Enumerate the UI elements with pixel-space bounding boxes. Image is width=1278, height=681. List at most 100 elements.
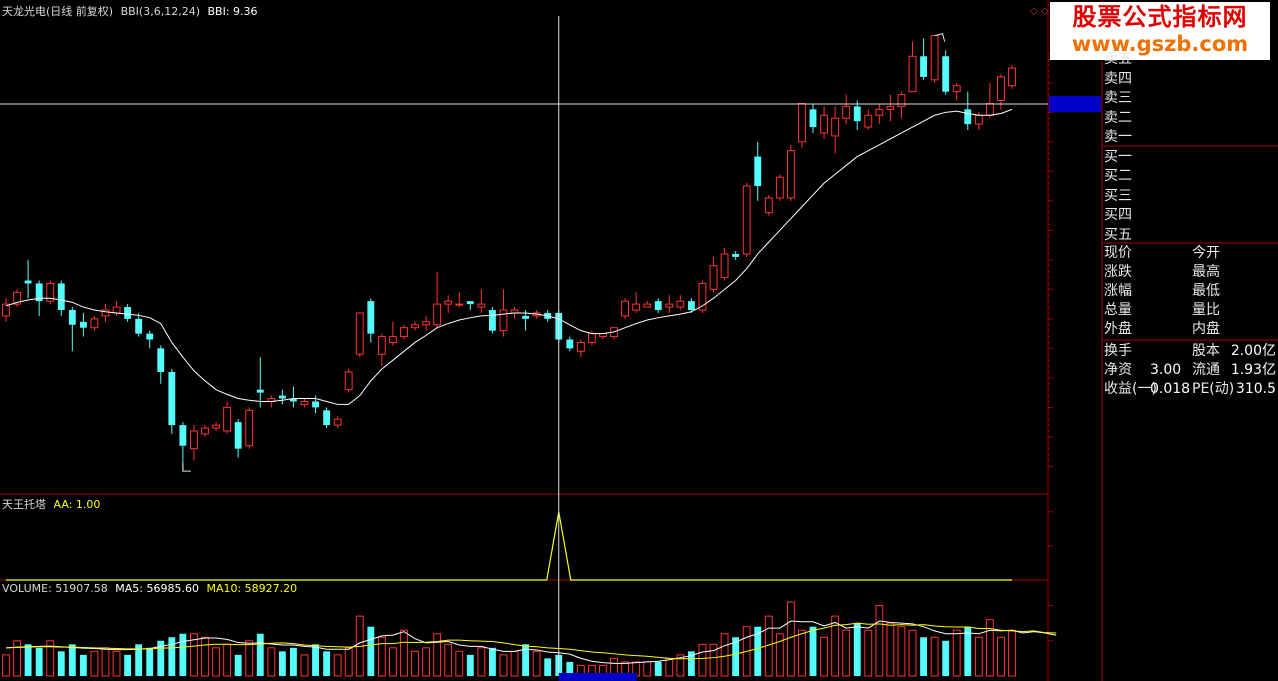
order-book-row: 卖一: [1102, 128, 1278, 148]
candle-body-up: [411, 324, 419, 329]
candle-body-up: [444, 300, 453, 305]
candle-body-up: [632, 303, 641, 311]
order-book-row: 卖三: [1102, 89, 1278, 109]
stats-value: 2.00亿: [1230, 343, 1276, 359]
watermark-url: www.gszb.com: [1071, 32, 1249, 56]
order-book-row: 买四: [1102, 206, 1278, 226]
volume-bar-down: [942, 640, 950, 676]
volume-bar-down: [68, 644, 76, 676]
volume-bar-down: [57, 651, 65, 676]
candle-body-up: [587, 333, 596, 343]
candle-body-up: [46, 282, 55, 302]
volume-bar-up: [388, 647, 397, 677]
candle-body-down: [920, 56, 927, 77]
candle-body-down: [853, 106, 861, 122]
volume-bar-up: [720, 633, 729, 677]
volume-bar-up: [665, 657, 674, 677]
quote-row: 外盘 内盘: [1102, 320, 1278, 339]
candle-body-up: [400, 327, 408, 338]
candle-body-down: [323, 410, 331, 426]
candle-body-up: [1008, 67, 1016, 87]
vol-ma5-line: [5, 620, 1057, 664]
candle-body-up: [742, 185, 751, 255]
quote-label: 内盘: [1192, 321, 1220, 337]
volume-bar-up: [820, 636, 828, 677]
crosshair-price-tag: [1049, 96, 1101, 113]
candle-body-up: [908, 55, 917, 93]
volume-header: VOLUME: 51907.58 MA5: 56985.60 MA10: 589…: [2, 582, 301, 595]
candle-body-down: [234, 422, 242, 449]
quote-label: 涨幅: [1104, 283, 1132, 299]
corner-markers: ◇ ◇: [1030, 6, 1049, 17]
candle-body-up: [831, 117, 840, 137]
stats-value: 310.5: [1235, 381, 1276, 397]
candle-body-up: [433, 303, 442, 326]
volume-bar-down: [323, 651, 331, 676]
candle-body-up: [698, 282, 707, 311]
candle-body-up: [997, 76, 1005, 102]
volume-bar-up: [875, 605, 884, 677]
main-chart-header: 天龙光电(日线 前复权) BBI(3,6,12,24) BBI: 9.36: [2, 3, 262, 19]
volume-bar-up: [344, 647, 353, 677]
volume-bar-up: [897, 626, 906, 677]
order-book-label: 卖一: [1104, 129, 1132, 145]
volume-bar-down: [157, 640, 165, 676]
candle-body-down: [135, 318, 143, 334]
volume-bar-down: [544, 658, 552, 676]
stats-label: PE(动): [1192, 381, 1235, 397]
volume-bar-down: [754, 626, 762, 676]
volume-bar-up: [786, 601, 795, 677]
volume-bar-up: [267, 647, 276, 677]
volume-bar-up: [985, 619, 994, 677]
volume-bar-down: [488, 647, 496, 676]
vol-ma5-value: MA5: 56985.60: [115, 582, 199, 595]
volume-bar-up: [930, 636, 939, 677]
volume-bar-up: [444, 643, 453, 677]
volume-bar-down: [312, 644, 319, 676]
volume-bar-up: [709, 643, 718, 677]
volume-bar-down: [522, 644, 530, 676]
order-book: 卖五 卖四 卖三 卖二 卖一 买一 买二 买三 买四 买五: [1102, 50, 1278, 245]
candle-body-up: [300, 400, 309, 405]
volume-bar-up: [477, 647, 486, 677]
quote-label: 最高: [1192, 264, 1220, 280]
candle-body-up: [775, 176, 784, 199]
candle-body-down: [290, 398, 297, 402]
candle-body-up: [643, 303, 652, 308]
signal-title: 天王托塔: [2, 498, 46, 511]
order-book-row: 买三: [1102, 187, 1278, 207]
stock-title: 天龙光电(日线 前复权): [2, 5, 114, 18]
volume-bar-up: [510, 650, 519, 677]
candle-body-up: [864, 114, 873, 128]
candle-body-down: [278, 395, 286, 399]
stats-label: 收益(一): [1104, 381, 1157, 397]
quote-label: 量比: [1192, 302, 1220, 318]
order-book-label: 卖二: [1104, 109, 1132, 126]
volume-bar-down: [124, 654, 132, 676]
quote-row: 涨幅 最低: [1102, 282, 1278, 301]
candle-body-up: [90, 318, 99, 329]
order-book-row: 卖五: [1102, 50, 1278, 70]
candle-body-down: [809, 109, 817, 128]
candle-body-down: [754, 156, 762, 187]
volume-bar-down: [278, 651, 286, 676]
candle-body-up: [764, 197, 773, 214]
volume-bar-down: [732, 637, 740, 676]
candle-body-down: [24, 280, 32, 284]
volume-bar-up: [1008, 629, 1016, 677]
stats-row: 净资 3.00 流通 1.93亿: [1102, 361, 1278, 380]
volume-bar-up: [223, 643, 232, 677]
candle-body-up: [223, 406, 232, 432]
volume-bar-up: [864, 629, 873, 677]
stats-label: 流通: [1192, 362, 1220, 378]
quote-label: 现价: [1104, 245, 1132, 261]
candle-body-down: [256, 389, 264, 393]
order-book-row: 买二: [1102, 167, 1278, 187]
volume-bar-up: [333, 654, 342, 677]
candle-body-up: [201, 427, 209, 435]
watermark-logo: 股票公式指标网 www.gszb.com: [1050, 2, 1270, 60]
volume-bar-down: [367, 626, 375, 676]
quote-label: 外盘: [1104, 321, 1132, 337]
stats-row: 换手 股本 2.00亿: [1102, 342, 1278, 361]
